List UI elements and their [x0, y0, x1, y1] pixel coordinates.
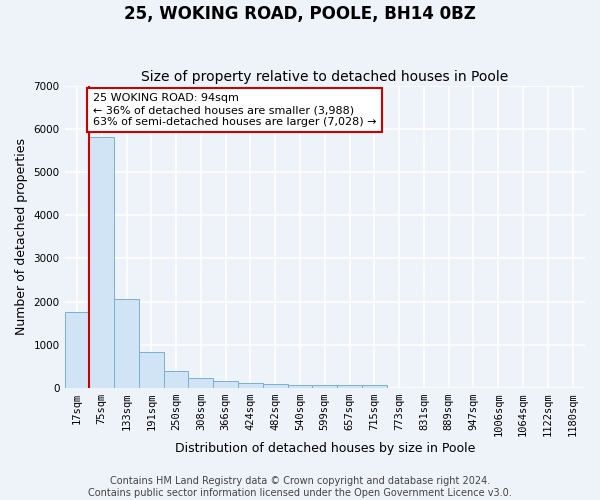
Text: Contains HM Land Registry data © Crown copyright and database right 2024.
Contai: Contains HM Land Registry data © Crown c…: [88, 476, 512, 498]
Text: 25, WOKING ROAD, POOLE, BH14 0BZ: 25, WOKING ROAD, POOLE, BH14 0BZ: [124, 5, 476, 23]
Bar: [313, 384, 337, 388]
Bar: [139, 352, 164, 388]
Bar: [263, 384, 287, 388]
Bar: [337, 385, 362, 388]
Bar: [238, 382, 263, 388]
Y-axis label: Number of detached properties: Number of detached properties: [15, 138, 28, 335]
Bar: [114, 300, 139, 388]
Bar: [164, 371, 188, 388]
Bar: [362, 385, 387, 388]
X-axis label: Distribution of detached houses by size in Poole: Distribution of detached houses by size …: [175, 442, 475, 455]
Bar: [188, 378, 213, 388]
Bar: [287, 385, 313, 388]
Bar: [89, 136, 114, 388]
Bar: [213, 382, 238, 388]
Bar: [65, 312, 89, 388]
Title: Size of property relative to detached houses in Poole: Size of property relative to detached ho…: [141, 70, 508, 85]
Text: 25 WOKING ROAD: 94sqm
← 36% of detached houses are smaller (3,988)
63% of semi-d: 25 WOKING ROAD: 94sqm ← 36% of detached …: [93, 94, 377, 126]
